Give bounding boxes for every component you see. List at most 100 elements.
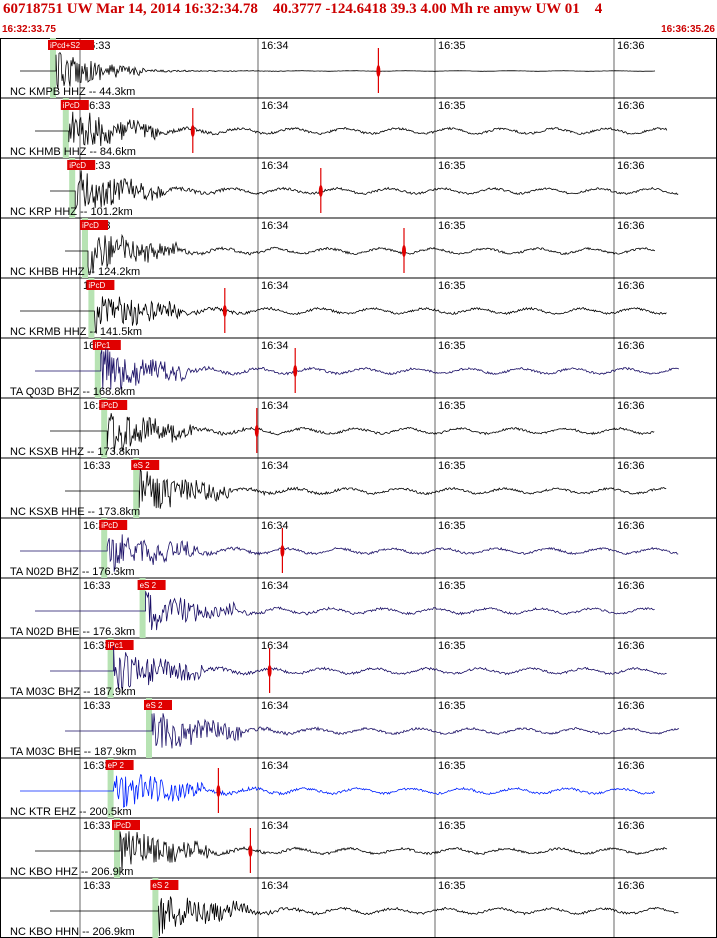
- waveform: [35, 591, 655, 631]
- station-label: NC KBO HHZ -- 206.9km: [10, 866, 133, 878]
- time-tick-label: 16:34: [261, 220, 289, 232]
- trace-row: 16:33 16:34 16:35 16:36 eP 2 NC KTR EHZ -- 20…: [0, 758, 717, 819]
- waveform: [20, 52, 656, 89]
- pick-tag: [105, 640, 134, 650]
- station-label: NC KHBB HHZ -- 124.2km: [10, 266, 140, 278]
- time-tick-label: 16:35: [438, 160, 466, 172]
- time-tick-label: 16:33: [83, 820, 111, 832]
- coda-marker-blob: [267, 665, 272, 677]
- time-tick-label: 16:35: [438, 400, 466, 412]
- time-tick-label: 16:33: [83, 880, 111, 892]
- station-label: NC KMPB HHZ -- 44.3km: [10, 86, 135, 98]
- pick-label: eP 2: [108, 761, 125, 770]
- waveform: [20, 296, 667, 334]
- time-tick-label: 16:34: [261, 580, 289, 592]
- time-tick-label: 16:35: [438, 100, 466, 112]
- station-label: NC KTR EHZ -- 200.5km: [10, 806, 132, 818]
- time-tick-label: 16:36: [617, 700, 645, 712]
- waveform: [65, 713, 680, 749]
- pick-window: [107, 758, 114, 818]
- coda-marker-blob: [293, 365, 298, 377]
- station-label: NC KRP HHZ -- 101.2km: [10, 206, 133, 218]
- time-tick-label: 16:34: [261, 100, 289, 112]
- coda-marker-blob: [248, 845, 253, 857]
- coda-marker-blob: [222, 305, 227, 317]
- station-label: NC KSXB HHZ -- 173.8km: [10, 446, 140, 458]
- time-tick-label: 16:35: [438, 880, 466, 892]
- time-tick-label: 16:36: [617, 520, 645, 532]
- time-tick-label: 16:34: [261, 40, 289, 52]
- pick-label: iPc1: [95, 341, 111, 350]
- pick-tag: [92, 340, 121, 350]
- coda-marker-blob: [280, 545, 285, 557]
- pick-window: [88, 278, 95, 338]
- time-tick-label: 16:33: [83, 580, 111, 592]
- time-tick-label: 16:34: [261, 160, 289, 172]
- trace-row: 16:33 16:34 16:35 16:36 eS 2 TA N02D BHE -- 1…: [0, 578, 717, 639]
- waveform: [50, 896, 679, 937]
- trace-row: 16:33 16:34 16:35 16:36 iPc1 TA M03C BHZ -- 1…: [0, 638, 717, 699]
- event-title: 60718751 UW Mar 14, 2014 16:32:34.78 40.…: [3, 1, 603, 17]
- time-tick-label: 16:36: [617, 340, 645, 352]
- waveform: [65, 469, 667, 509]
- pick-label: eS 2: [140, 581, 157, 590]
- time-tick-label: 16:34: [261, 280, 289, 292]
- station-label: TA N02D BHE -- 176.3km: [10, 626, 135, 638]
- pick-window: [139, 578, 146, 638]
- pick-tag: [137, 580, 166, 590]
- time-tick-label: 16:33: [83, 100, 111, 112]
- pick-label: iPcD: [114, 821, 131, 830]
- time-tick-label: 16:36: [617, 640, 645, 652]
- station-label: TA N02D BHZ -- 176.3km: [10, 566, 135, 578]
- pick-window: [69, 158, 76, 218]
- pick-window: [152, 878, 159, 938]
- coda-marker-blob: [318, 185, 323, 197]
- pick-window: [50, 38, 56, 98]
- station-label: TA M03C BHZ -- 187.9km: [10, 686, 136, 698]
- time-tick-label: 16:36: [617, 100, 645, 112]
- time-tick-label: 16:33: [83, 700, 111, 712]
- trace-row: 16:33 16:34 16:35 16:36 iPcD NC KBO HHZ -- 20…: [0, 818, 717, 879]
- trace-row: 16:33 16:34 16:35 16:36 iPcD NC KHMB HHZ -- 8…: [0, 98, 717, 159]
- time-tick-label: 16:33: [83, 640, 111, 652]
- seismogram-plot: 16:33 16:34 16:35 16:36 iPcd+S2 NC KMPB HHZ -…: [0, 38, 717, 938]
- time-tick-label: 16:36: [617, 880, 645, 892]
- waveform: [35, 831, 668, 872]
- pick-label: iPc1: [108, 641, 124, 650]
- time-tick-label: 16:35: [438, 520, 466, 532]
- pick-label: iPcD: [69, 161, 86, 170]
- pick-tag: [144, 700, 172, 710]
- station-label: TA M03C BHE -- 187.9km: [10, 746, 136, 758]
- trace-row: 16:33 16:34 16:35 16:36 eS 2 NC KBO HHN -- 20…: [0, 878, 717, 938]
- time-tick-label: 16:34: [261, 760, 289, 772]
- time-tick-label: 16:35: [438, 640, 466, 652]
- time-tick-label: 16:34: [261, 400, 289, 412]
- time-tick-label: 16:36: [617, 160, 645, 172]
- waveform: [20, 534, 679, 572]
- time-tick-label: 16:36: [617, 760, 645, 772]
- pick-label: iPcD: [101, 401, 118, 410]
- pick-label: iPcD: [101, 521, 118, 530]
- pick-window: [82, 218, 88, 278]
- pick-label: eS 2: [133, 461, 150, 470]
- trace-row: 16:33 16:34 16:35 16:36 eS 2 TA M03C BHE -- 1…: [0, 698, 717, 759]
- coda-marker-blob: [190, 125, 195, 137]
- pick-tag: [67, 160, 96, 170]
- pick-tag: [99, 520, 128, 530]
- time-tick-label: 16:34: [261, 880, 289, 892]
- waveform: [35, 348, 680, 390]
- pick-label: iPcd+S2: [50, 41, 81, 50]
- pick-label: iPcD: [88, 281, 105, 290]
- time-tick-label: 16:36: [617, 460, 645, 472]
- waveform: [20, 774, 655, 808]
- time-tick-label: 16:36: [617, 580, 645, 592]
- time-tick-label: 16:34: [261, 520, 289, 532]
- time-tick-label: 16:35: [438, 40, 466, 52]
- pick-window: [94, 338, 101, 398]
- time-tick-label: 16:35: [438, 460, 466, 472]
- pick-tag: [131, 460, 160, 470]
